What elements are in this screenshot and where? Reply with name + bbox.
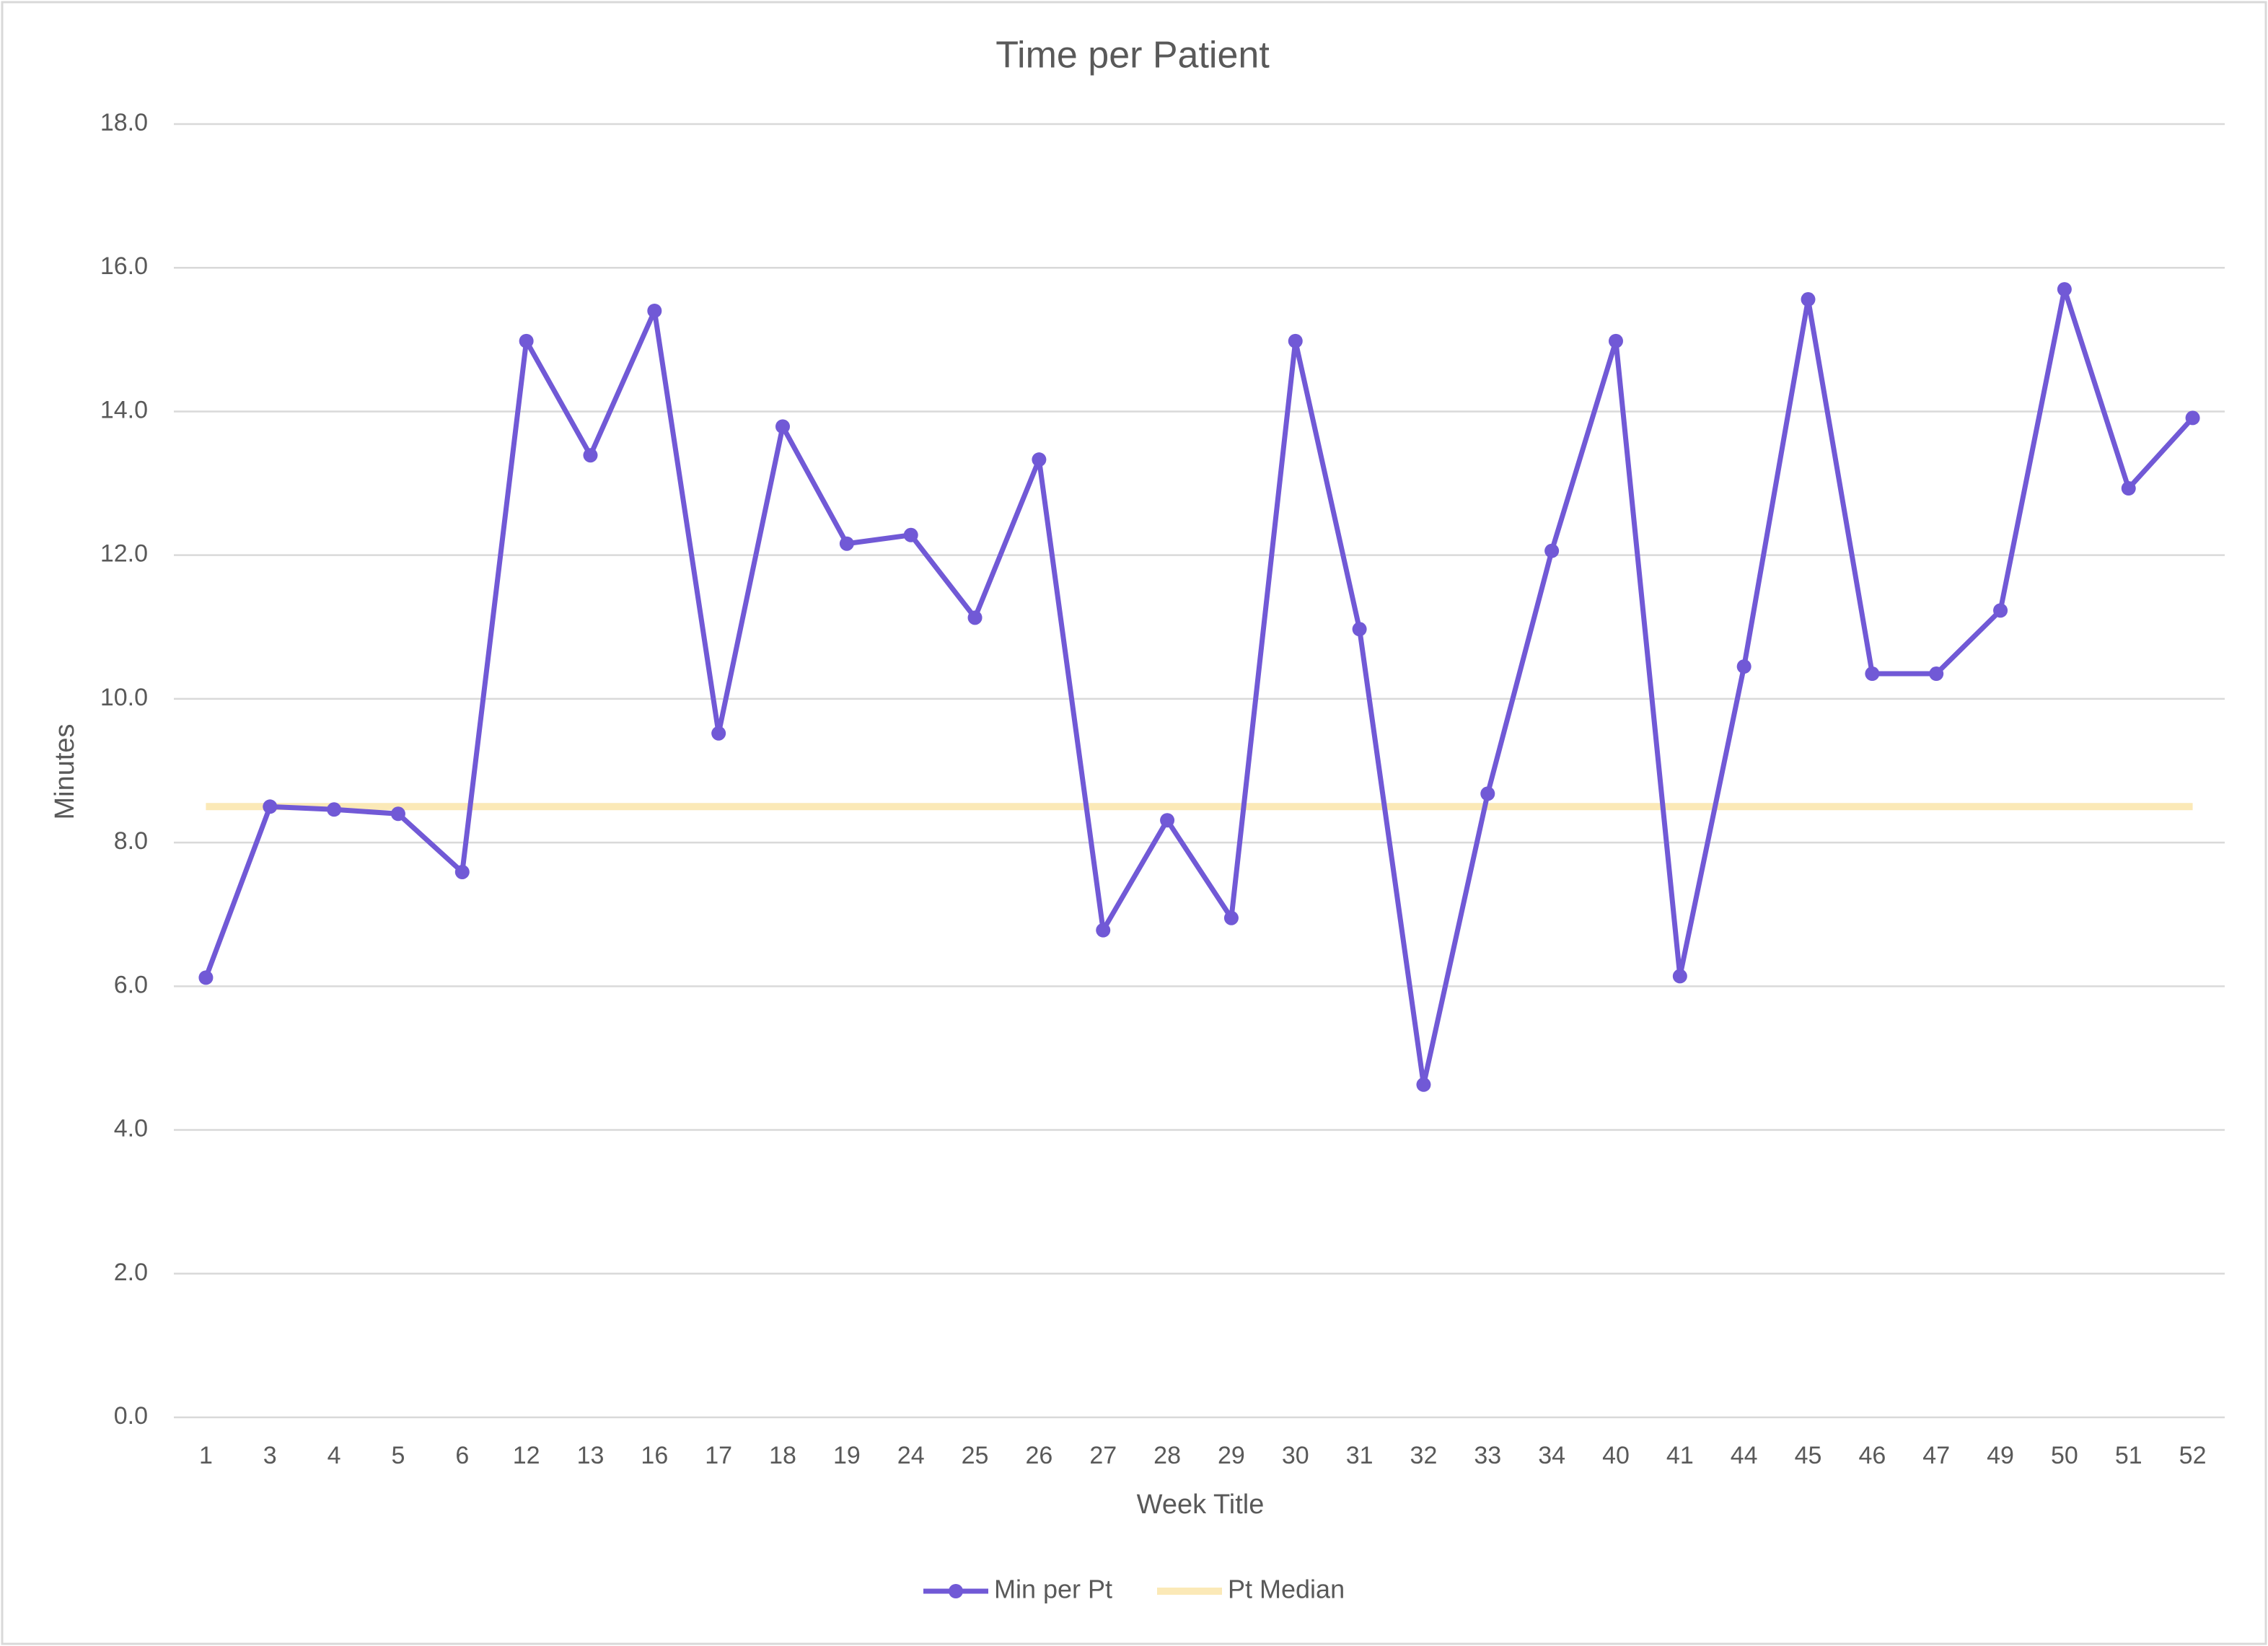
y-tick-label: 12.0 xyxy=(100,540,148,568)
y-tick-label: 14.0 xyxy=(100,396,148,423)
data-point xyxy=(1672,969,1687,984)
x-tick-label: 13 xyxy=(577,1442,605,1469)
x-tick-label: 3 xyxy=(263,1442,277,1469)
data-point xyxy=(839,536,854,551)
x-tick-label: 6 xyxy=(455,1442,469,1469)
y-tick-label: 2.0 xyxy=(114,1259,148,1286)
data-point xyxy=(1865,666,1880,682)
y-tick-label: 10.0 xyxy=(100,684,148,711)
data-point xyxy=(2185,410,2200,426)
x-tick-label: 25 xyxy=(962,1442,989,1469)
x-tick-label: 50 xyxy=(2051,1442,2078,1469)
x-tick-label: 1 xyxy=(199,1442,213,1469)
series-line xyxy=(203,286,2195,1088)
data-point xyxy=(519,333,534,348)
x-tick-label: 44 xyxy=(1731,1442,1758,1469)
data-point xyxy=(1352,622,1367,637)
x-tick-label: 16 xyxy=(641,1442,668,1469)
x-tick-label: 32 xyxy=(1410,1442,1438,1469)
x-tick-label: 40 xyxy=(1602,1442,1630,1469)
x-tick-label: 51 xyxy=(2115,1442,2142,1469)
legend-label: Min per Pt xyxy=(994,1575,1112,1604)
x-tick-label: 19 xyxy=(833,1442,861,1469)
x-tick-label: 26 xyxy=(1025,1442,1052,1469)
data-point xyxy=(1801,292,1816,307)
x-tick-label: 46 xyxy=(1858,1442,1886,1469)
x-tick-label: 12 xyxy=(513,1442,540,1469)
data-point xyxy=(711,726,726,741)
data-point xyxy=(2121,481,2136,496)
data-point xyxy=(1608,333,1623,348)
chart-title: Time per Patient xyxy=(995,35,1270,76)
data-point xyxy=(1096,923,1111,938)
y-tick-label: 16.0 xyxy=(100,252,148,280)
x-tick-label: 33 xyxy=(1474,1442,1501,1469)
x-tick-label: 4 xyxy=(328,1442,341,1469)
y-tick-label: 8.0 xyxy=(114,827,148,855)
x-tick-label: 31 xyxy=(1346,1442,1373,1469)
data-point xyxy=(1929,666,1944,682)
data-point xyxy=(1416,1077,1431,1092)
data-point xyxy=(454,864,470,879)
y-tick-label: 18.0 xyxy=(100,109,148,136)
x-tick-label: 28 xyxy=(1153,1442,1181,1469)
x-tick-label: 29 xyxy=(1218,1442,1245,1469)
data-point xyxy=(1288,333,1303,348)
y-tick-label: 4.0 xyxy=(114,1115,148,1143)
x-tick-label: 47 xyxy=(1922,1442,1950,1469)
x-tick-label: 27 xyxy=(1089,1442,1117,1469)
legend-marker xyxy=(949,1584,963,1598)
x-axis-title: Week Title xyxy=(1137,1489,1265,1520)
x-tick-label: 5 xyxy=(391,1442,405,1469)
x-tick-label: 41 xyxy=(1666,1442,1694,1469)
data-point xyxy=(1544,543,1560,558)
x-tick-label: 24 xyxy=(897,1442,925,1469)
x-tick-label: 34 xyxy=(1538,1442,1565,1469)
data-point xyxy=(647,303,662,318)
data-point xyxy=(2057,282,2072,297)
data-point xyxy=(1736,659,1751,674)
data-point xyxy=(1993,603,2008,618)
data-point xyxy=(390,806,405,822)
data-point xyxy=(263,799,278,814)
data-point xyxy=(583,448,598,463)
x-tick-label: 17 xyxy=(705,1442,732,1469)
x-tick-label: 45 xyxy=(1795,1442,1822,1469)
x-tick-label: 49 xyxy=(1987,1442,2014,1469)
data-point xyxy=(198,970,214,985)
data-point xyxy=(1032,452,1047,467)
x-tick-label: 30 xyxy=(1282,1442,1309,1469)
data-point xyxy=(1223,910,1239,925)
data-point xyxy=(327,802,342,817)
data-point xyxy=(903,527,918,542)
legend-label: Pt Median xyxy=(1228,1575,1345,1604)
data-point xyxy=(1160,813,1175,828)
data-point xyxy=(1480,786,1495,801)
y-axis-title: Minutes xyxy=(50,723,80,819)
data-point xyxy=(775,419,791,434)
data-point xyxy=(967,610,983,625)
y-tick-label: 6.0 xyxy=(114,971,148,998)
y-tick-label: 0.0 xyxy=(114,1402,148,1430)
x-tick-label: 52 xyxy=(2179,1442,2207,1469)
x-tick-label: 18 xyxy=(769,1442,796,1469)
